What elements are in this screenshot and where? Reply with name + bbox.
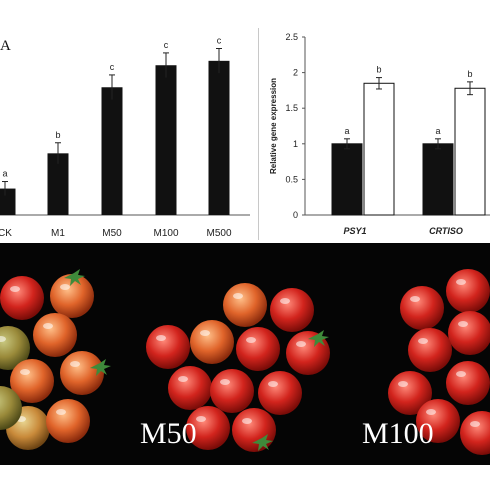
tomato-fruit <box>448 311 490 355</box>
y-tick-label: 0 <box>293 210 298 220</box>
tomato-fruit <box>416 399 460 443</box>
tomato-fruit <box>223 283 267 327</box>
tomato-fruit <box>408 328 452 372</box>
tomato-highlight <box>0 336 6 342</box>
tomato-fruit <box>10 359 54 403</box>
tomato-fruit <box>270 288 314 332</box>
tomato-fruit <box>446 361 490 405</box>
bar-chart-treatments: a CK b M1 c M50 c M100 c M500 <box>0 36 250 239</box>
tomato-fruit <box>460 411 490 455</box>
bar-chart-gene-expression: 0 0.5 1 1.5 2 2.5 Relative gene expression a b PS… <box>269 32 490 236</box>
y-tick-label: 2.5 <box>285 32 298 42</box>
y-tick-label: 1 <box>293 139 298 149</box>
tomato-photo-strip: M50 M100 <box>0 243 490 465</box>
tomato-highlight <box>280 298 290 304</box>
tomato-highlight <box>56 409 66 415</box>
y-tick-label: 2 <box>293 68 298 78</box>
tomato-highlight <box>410 296 420 302</box>
bar-crtiso-series-1 <box>422 143 454 216</box>
tomato-fruit <box>232 408 276 452</box>
tomato-fruit <box>400 286 444 330</box>
tomato-highlight <box>426 409 436 415</box>
tomato-fruit <box>46 399 90 443</box>
x-tick-label: M1 <box>51 228 65 239</box>
significance-letter: c <box>110 62 115 72</box>
tomato-fruit <box>258 371 302 415</box>
tomato-fruit <box>446 269 490 313</box>
tomato-calyx <box>308 330 329 347</box>
bar-ck <box>0 188 16 215</box>
tomato-fruit <box>0 386 22 430</box>
tomato-highlight <box>296 341 306 347</box>
tomato-fruit <box>168 366 212 410</box>
bar-m100 <box>155 65 177 215</box>
significance-letter: b <box>467 69 472 79</box>
tomato-highlight <box>156 335 166 341</box>
bar-m1 <box>47 153 69 215</box>
bar-crtiso-series-2 <box>454 87 486 216</box>
tomato-highlight <box>10 286 20 292</box>
tomato-highlight <box>196 416 206 422</box>
tomato-fruit <box>50 274 94 318</box>
tomato-fruit <box>33 313 77 357</box>
y-tick-label: 1.5 <box>285 103 298 113</box>
tomato-calyx <box>252 434 273 451</box>
tomato-highlight <box>60 284 70 290</box>
tomato-highlight <box>70 361 80 367</box>
tomato-highlight <box>242 418 252 424</box>
tomato-fruit <box>0 276 44 320</box>
tomato-highlight <box>458 321 468 327</box>
significance-letter: a <box>2 169 7 179</box>
tomato-highlight <box>200 330 210 336</box>
y-tick-label: 0.5 <box>285 174 298 184</box>
x-tick-label: M100 <box>153 228 178 239</box>
tomato-highlight <box>268 381 278 387</box>
tomato-calyx <box>64 269 85 286</box>
tomato-highlight <box>418 338 428 344</box>
significance-letter: a <box>344 126 349 136</box>
significance-letter: c <box>217 36 222 46</box>
tomato-highlight <box>456 279 466 285</box>
bar-m500 <box>208 60 230 216</box>
tomato-fruit <box>60 351 104 395</box>
tomato-fruit <box>0 326 30 370</box>
photo-label-m50: M50 <box>140 417 197 450</box>
significance-letter: b <box>376 65 381 75</box>
tomato-highlight <box>20 369 30 375</box>
tomato-highlight <box>456 371 466 377</box>
tomato-fruit <box>146 325 190 369</box>
x-tick-label: CK <box>0 228 12 239</box>
significance-letter: c <box>164 40 169 50</box>
tomato-highlight <box>470 421 480 427</box>
tomato-highlight <box>220 379 230 385</box>
tomato-highlight <box>398 381 408 387</box>
panel-divider <box>258 28 259 240</box>
tomato-fruit <box>190 320 234 364</box>
x-tick-label: CRTISO <box>429 226 463 236</box>
tomato-fruit <box>388 371 432 415</box>
significance-letter: a <box>435 126 440 136</box>
tomato-fruit-photo <box>0 269 490 455</box>
photo-label-m100: M100 <box>362 417 434 450</box>
tomato-highlight <box>43 323 53 329</box>
tomato-calyx <box>90 359 111 376</box>
bar-m50 <box>101 87 123 215</box>
tomato-highlight <box>246 337 256 343</box>
significance-letter: b <box>55 130 60 140</box>
tomato-fruit <box>236 327 280 371</box>
panel-letter: A <box>0 38 11 54</box>
bar-psy1-series-2 <box>363 82 395 216</box>
bar-psy1-series-1 <box>331 143 363 216</box>
tomato-highlight <box>178 376 188 382</box>
y-axis-title: Relative gene expression <box>269 78 278 174</box>
x-tick-label: PSY1 <box>343 226 366 236</box>
tomato-highlight <box>233 293 243 299</box>
tomato-fruit <box>186 406 230 450</box>
x-tick-label: M500 <box>206 228 231 239</box>
tomato-fruit <box>210 369 254 413</box>
x-tick-label: M50 <box>102 228 122 239</box>
